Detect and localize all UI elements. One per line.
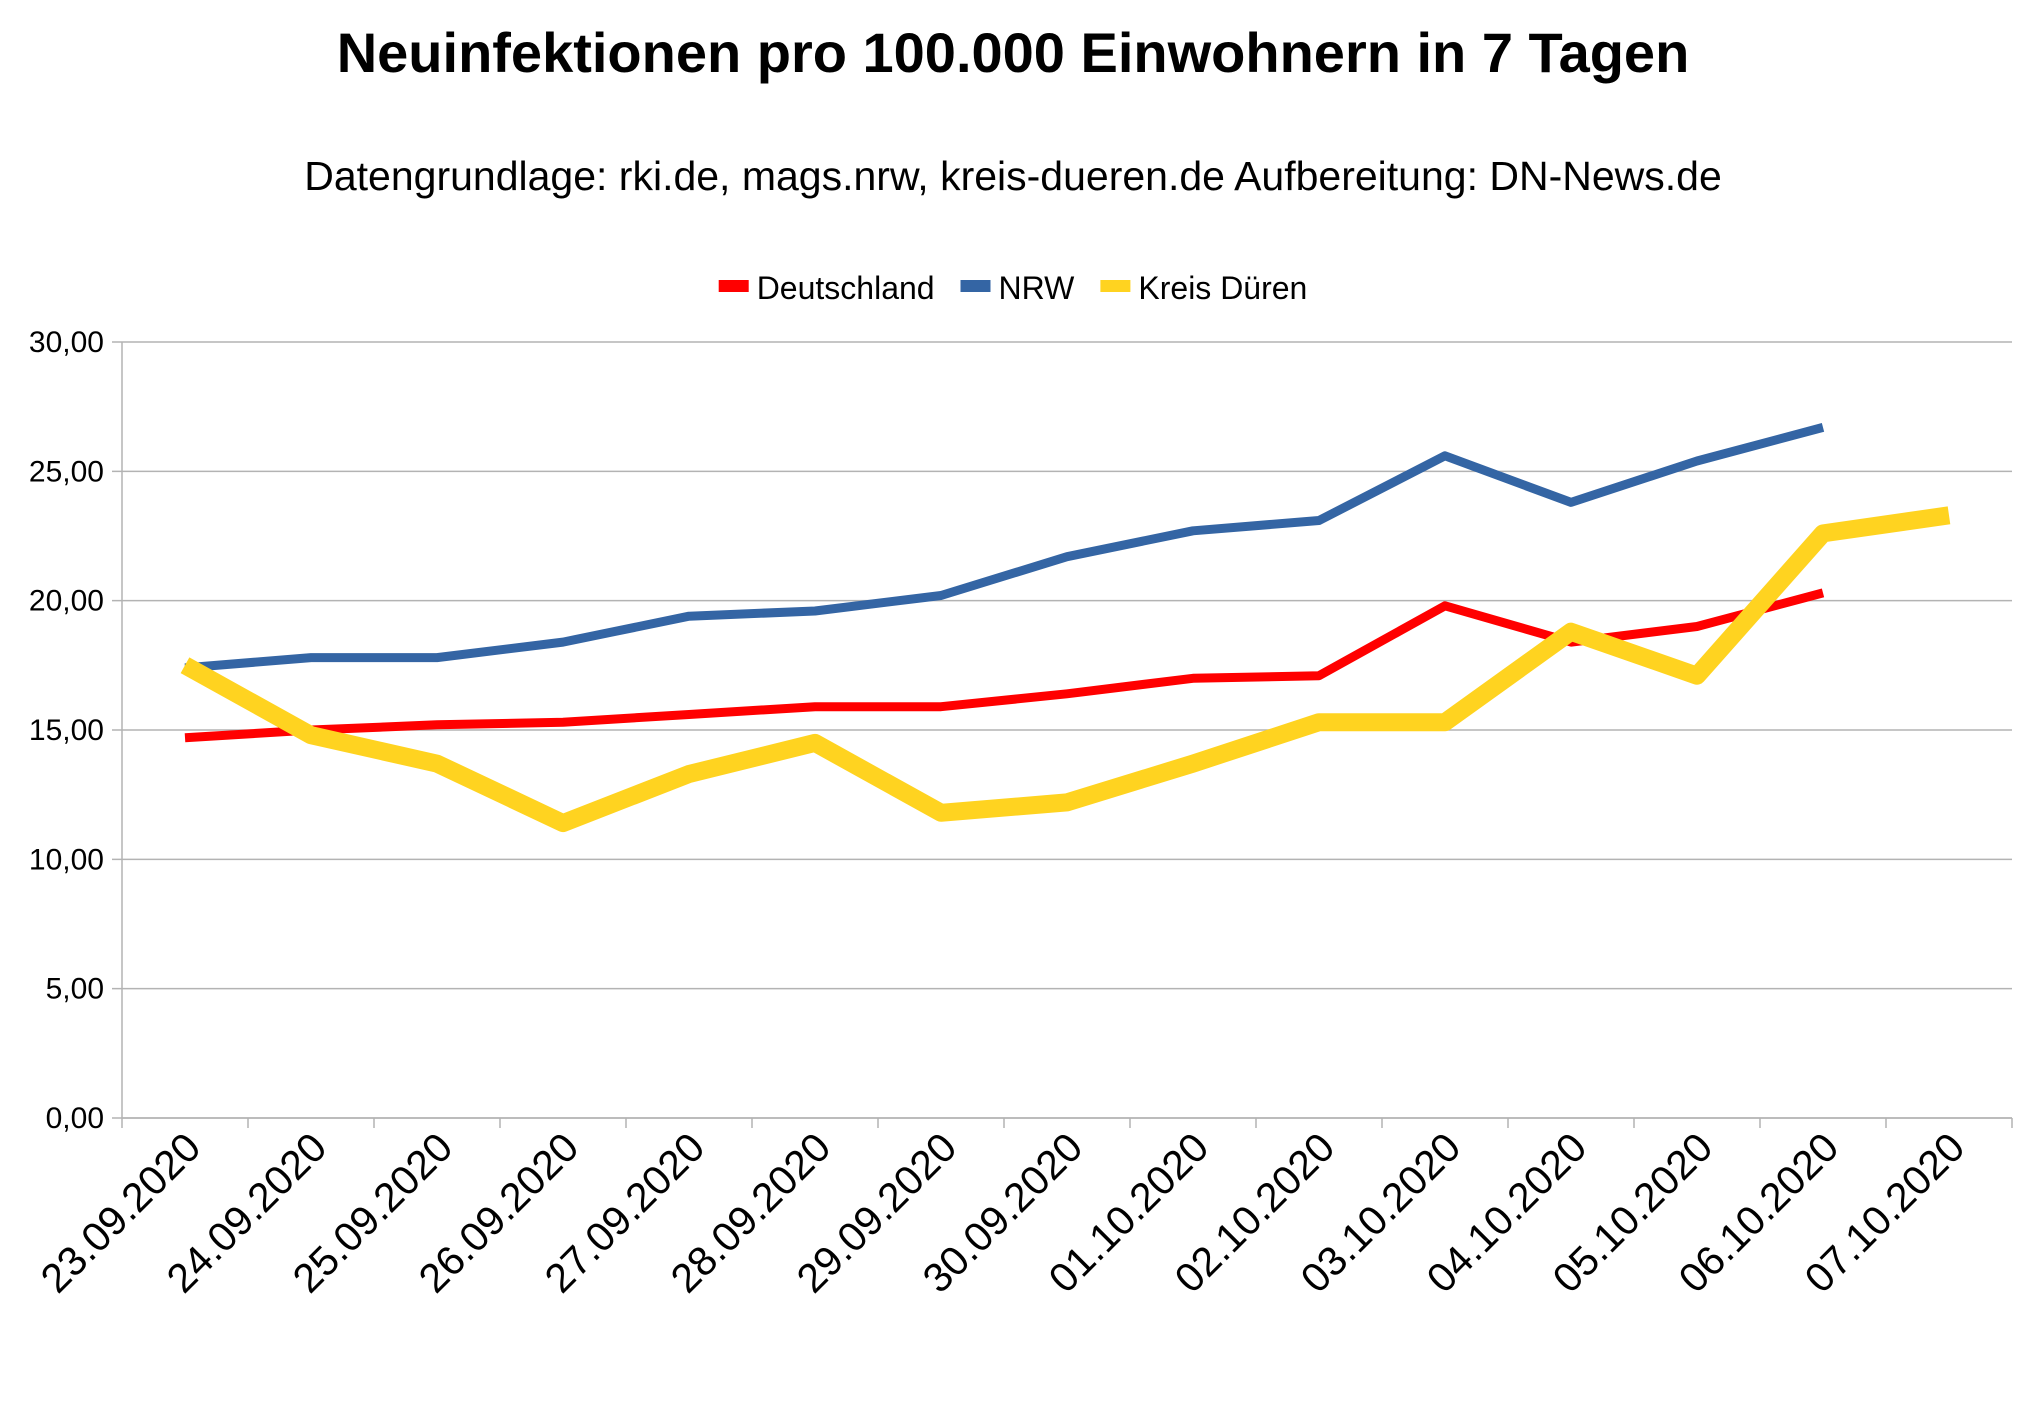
y-tick-label: 25,00 bbox=[29, 455, 104, 488]
legend-label: Deutschland bbox=[757, 270, 935, 306]
legend-label: NRW bbox=[999, 270, 1076, 306]
legend-item: Deutschland bbox=[718, 270, 935, 306]
y-tick-label: 0,00 bbox=[46, 1102, 104, 1135]
legend-item: Kreis Düren bbox=[1100, 270, 1307, 306]
series-line-deutschland bbox=[184, 588, 1825, 743]
legend-swatch bbox=[718, 280, 749, 292]
legend: Deutschland NRW Kreis Düren bbox=[718, 270, 1307, 306]
legend-item: NRW bbox=[960, 270, 1076, 306]
series-lines bbox=[180, 423, 1951, 833]
y-tick-label: 20,00 bbox=[29, 585, 104, 618]
series-line-kreis-d-ren bbox=[180, 506, 1951, 833]
y-tick-label: 10,00 bbox=[29, 843, 104, 876]
y-tick-label: 30,00 bbox=[29, 326, 104, 359]
series-line-nrw bbox=[184, 423, 1825, 673]
legend-label: Kreis Düren bbox=[1138, 270, 1307, 306]
y-tick-label: 5,00 bbox=[46, 973, 104, 1006]
y-tick-label: 15,00 bbox=[29, 714, 104, 747]
gridlines bbox=[112, 341, 2012, 1119]
legend-swatch bbox=[960, 280, 991, 292]
chart-subtitle: Datengrundlage: rki.de, mags.nrw, kreis-… bbox=[304, 153, 1722, 199]
y-axis-ticks: 0,00 5,00 10,00 15,00 20,00 25,00 30,00 bbox=[29, 326, 104, 1135]
legend-swatch bbox=[1100, 280, 1131, 292]
x-axis: 23.09.202024.09.202025.09.202026.09.2020… bbox=[32, 342, 2013, 1301]
chart-title: Neuinfektionen pro 100.000 Einwohnern in… bbox=[337, 21, 1690, 84]
